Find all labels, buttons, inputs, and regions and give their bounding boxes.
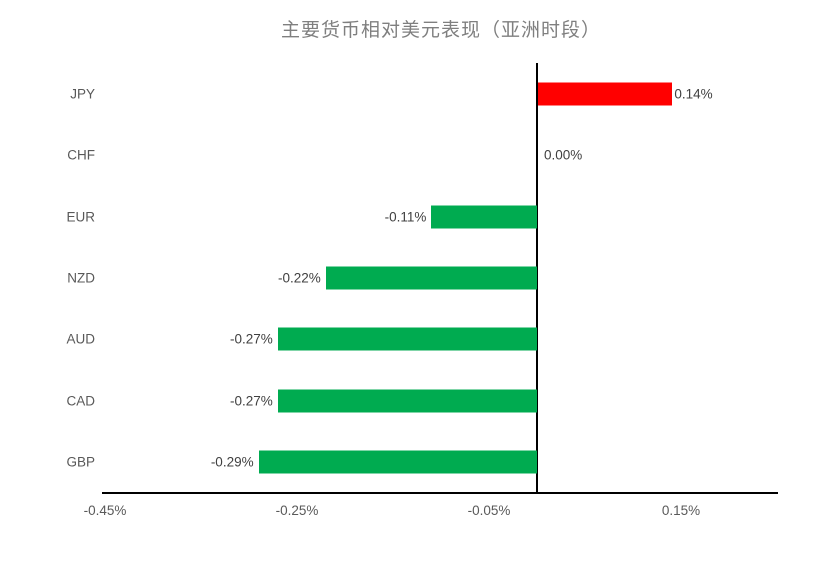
zero-baseline [536,63,538,493]
bar-gbp [258,450,537,474]
x-tick-label-1: -0.25% [275,503,319,518]
value-label-aud: -0.27% [230,331,273,347]
x-axis-line [102,492,778,494]
bar-cad [277,389,537,413]
value-label-eur: -0.11% [384,209,427,225]
bar-eur [431,205,537,229]
value-label-chf: 0.00% [544,147,583,163]
bar-nzd [325,266,537,290]
category-label-jpy: JPY [70,86,95,102]
bar-aud [277,327,537,351]
value-label-nzd: -0.22% [278,270,321,286]
x-tick-label-0: -0.45% [83,503,127,518]
value-label-jpy: 0.14% [674,86,713,102]
x-tick-label-2: -0.05% [467,503,511,518]
category-label-chf: CHF [67,147,95,163]
category-label-eur: EUR [66,209,95,225]
value-label-cad: -0.27% [230,393,273,409]
x-tick-label-3: 0.15% [661,503,701,518]
chart-title: 主要货币相对美元表现（亚洲时段） [280,20,601,41]
category-label-cad: CAD [66,393,95,409]
value-label-gbp: -0.29% [210,454,254,470]
category-label-aud: AUD [66,331,95,347]
category-label-gbp: GBP [66,454,95,470]
bar-jpy [538,82,673,106]
category-label-nzd: NZD [67,270,95,286]
